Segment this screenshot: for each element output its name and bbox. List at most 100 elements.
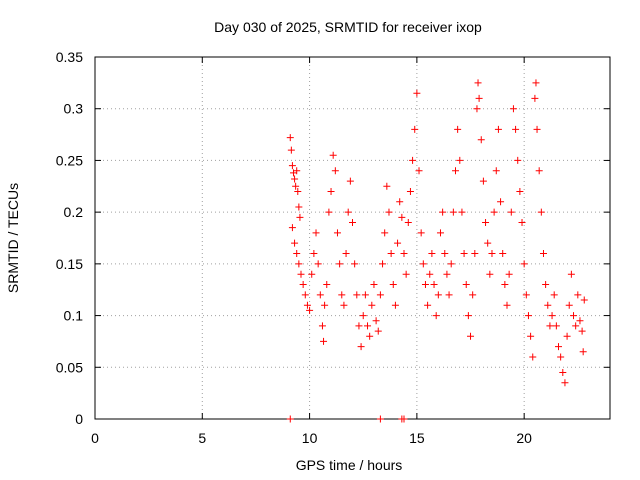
data-point — [486, 270, 494, 278]
data-point — [443, 270, 451, 278]
data-point — [512, 125, 520, 133]
y-tick-label: 0 — [75, 411, 83, 427]
data-point — [321, 301, 329, 309]
data-point — [417, 229, 425, 237]
data-point — [477, 136, 485, 144]
data-point — [391, 301, 399, 309]
data-point — [398, 213, 406, 221]
data-point — [400, 250, 408, 258]
data-point — [445, 291, 453, 299]
data-point — [516, 187, 524, 195]
data-point — [537, 208, 545, 216]
data-point — [488, 250, 496, 258]
data-point — [383, 182, 391, 190]
data-point — [421, 281, 429, 289]
data-point — [499, 250, 507, 258]
data-point — [381, 229, 389, 237]
data-point — [327, 187, 335, 195]
data-point — [527, 332, 535, 340]
y-tick-label: 0.25 — [56, 152, 83, 168]
grid — [95, 57, 610, 419]
data-point — [565, 301, 573, 309]
data-point — [542, 281, 550, 289]
data-point — [539, 250, 547, 258]
data-point — [286, 134, 294, 142]
data-point — [503, 301, 511, 309]
data-point — [346, 177, 354, 185]
data-point — [301, 291, 309, 299]
data-point — [344, 208, 352, 216]
data-point — [430, 281, 438, 289]
data-point — [355, 322, 363, 330]
data-point — [471, 250, 479, 258]
data-point — [447, 260, 455, 268]
data-point — [578, 327, 586, 335]
data-point — [295, 203, 303, 211]
y-tick-label: 0.1 — [64, 308, 84, 324]
data-point — [514, 156, 522, 164]
data-point — [501, 281, 509, 289]
data-point — [336, 260, 344, 268]
data-point — [293, 167, 301, 175]
data-point — [400, 415, 408, 423]
data-point — [464, 312, 472, 320]
data-point — [484, 239, 492, 247]
data-point — [522, 291, 530, 299]
data-point — [342, 250, 350, 258]
data-point — [366, 332, 374, 340]
data-point — [374, 327, 382, 335]
data-point — [370, 281, 378, 289]
data-point — [576, 317, 584, 325]
data-point — [359, 312, 367, 320]
data-point — [579, 348, 587, 356]
data-point — [509, 105, 517, 113]
data-point — [288, 162, 296, 170]
data-point — [524, 312, 532, 320]
data-point — [469, 291, 477, 299]
axes: 0 0.05 0.1 0.15 0.2 0.25 0.3 0.35 0 5 10 15 20 — [56, 49, 611, 446]
data-point — [574, 291, 582, 299]
data-point — [475, 94, 483, 102]
data-point — [387, 250, 395, 258]
data-point — [323, 281, 331, 289]
data-point — [529, 353, 537, 361]
data-point — [376, 291, 384, 299]
y-tick-label: 0.35 — [56, 49, 83, 65]
data-point — [428, 250, 436, 258]
y-tick-label: 0.3 — [64, 101, 84, 117]
x-tick-label: 20 — [516, 430, 532, 446]
data-point — [507, 208, 515, 216]
data-point — [376, 415, 384, 423]
data-point — [454, 125, 462, 133]
data-point — [548, 312, 556, 320]
data-point — [544, 301, 552, 309]
data-point — [316, 291, 324, 299]
data-point — [404, 218, 412, 226]
data-point — [338, 291, 346, 299]
chart-title: Day 030 of 2025, SRMTID for receiver ixo… — [214, 19, 482, 35]
data-point — [532, 79, 540, 87]
data-point — [467, 332, 475, 340]
data-point — [490, 208, 498, 216]
data-point — [494, 125, 502, 133]
x-tick-label: 10 — [302, 430, 318, 446]
data-point — [473, 105, 481, 113]
data-point — [379, 260, 387, 268]
data-point — [353, 291, 361, 299]
data-point — [349, 218, 356, 226]
data-point — [394, 239, 402, 247]
x-tick-label: 5 — [198, 430, 206, 446]
data-point — [497, 198, 505, 206]
data-point — [286, 415, 294, 423]
data-point — [372, 317, 380, 325]
data-point — [505, 270, 513, 278]
data-point — [555, 343, 562, 351]
data-point — [320, 337, 328, 345]
data-point — [533, 125, 541, 133]
data-point — [396, 198, 404, 206]
data-point — [531, 94, 539, 102]
data-point — [357, 343, 365, 351]
data-point — [449, 208, 457, 216]
